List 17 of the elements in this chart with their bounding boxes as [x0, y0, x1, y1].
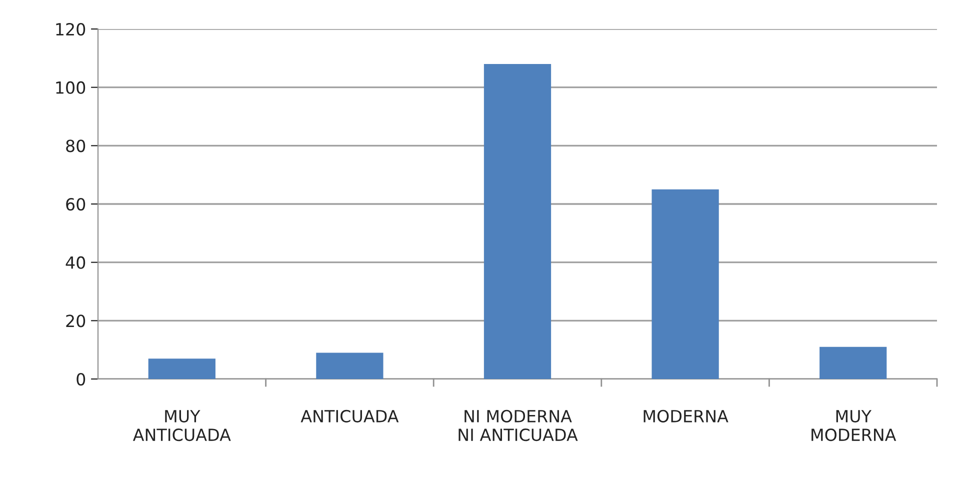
x-tick-label: NI MODERNA NI ANTICUADA — [458, 410, 578, 442]
bar — [820, 346, 887, 379]
y-tick-label: 20 — [66, 314, 86, 328]
bar — [316, 352, 384, 379]
bar — [652, 189, 719, 379]
bar — [484, 64, 552, 379]
x-tick-label: MUY ANTICUADA — [132, 410, 231, 442]
y-tick-label: 60 — [66, 198, 86, 211]
y-tick-label: 0 — [76, 372, 86, 386]
y-tick-label: 80 — [66, 140, 86, 152]
x-tick-label: MODERNA — [644, 410, 728, 422]
x-tick-label: MUY MODERNA — [812, 410, 896, 442]
bar — [148, 358, 216, 379]
x-tick-label: ANTICUADA — [300, 410, 399, 422]
y-tick-label: 100 — [56, 81, 86, 94]
y-tick-label: 40 — [66, 256, 86, 269]
y-tick-label: 120 — [56, 22, 86, 36]
